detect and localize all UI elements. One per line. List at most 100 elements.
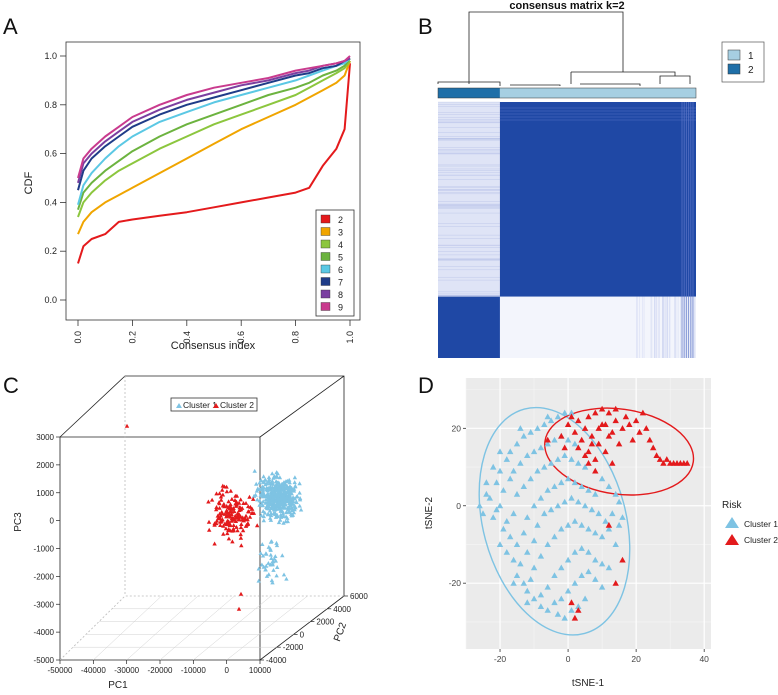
legend-a-swatch: [320, 302, 331, 311]
pca-point-cluster-1: [298, 507, 304, 512]
pca-point-cluster-2: [239, 543, 244, 548]
pca-point-cluster-1: [262, 477, 268, 482]
x-axis-label-d: tSNE-1: [572, 678, 605, 689]
pca-point-cluster-1: [261, 485, 266, 490]
tsne-point-cluster-2: [615, 440, 623, 447]
pca-point-cluster-1: [281, 520, 286, 525]
tsne-point-cluster-1: [483, 490, 490, 497]
pca-point-cluster-1: [292, 480, 297, 485]
cluster-bar-1: [499, 88, 696, 98]
pca-point-cluster-1: [264, 563, 269, 568]
x-tick-label-d: 20: [631, 654, 641, 664]
x-tick-label-d: 40: [699, 654, 709, 664]
legend-b-label-1: 1: [748, 51, 754, 62]
tsne-point-cluster-1: [578, 521, 585, 528]
pca-point-cluster-1: [271, 494, 277, 499]
tsne-point-cluster-1: [534, 467, 541, 474]
pca-point-cluster-2: [240, 528, 246, 533]
tsne-point-cluster-1: [575, 603, 582, 609]
tsne-point-cluster-1: [496, 541, 504, 547]
pca-point-cluster-1: [287, 505, 292, 510]
tsne-point-cluster-1: [524, 599, 531, 606]
x-tick-label-a: 0.2: [127, 331, 137, 344]
legend-c: Cluster 1 Cluster 2: [170, 397, 258, 412]
pca-point-cluster-2: [224, 512, 230, 517]
tsne-point-cluster-1: [524, 549, 531, 555]
tsne-point-cluster-2: [585, 448, 592, 455]
tsne-point-cluster-1: [513, 541, 521, 547]
pca-point-cluster-2: [124, 423, 130, 428]
pca-point-cluster-1: [290, 502, 296, 506]
tsne-point-cluster-2: [619, 425, 626, 431]
pca-point-cluster-1: [278, 508, 283, 513]
pca-point-cluster-1: [255, 497, 260, 502]
tsne-point-cluster-1: [598, 475, 606, 482]
y-tick-label-d: 20: [452, 423, 462, 433]
tsne-point-cluster-2: [588, 440, 596, 447]
tsne-point-cluster-1: [551, 533, 558, 540]
pca-point-cluster-1: [254, 488, 260, 493]
x-tick-label-c: -40000: [81, 666, 106, 675]
y-tick-label-c: 6000: [350, 592, 368, 601]
pca-point-cluster-2: [251, 496, 256, 501]
pca-point-cluster-2: [225, 531, 230, 536]
pca-point-cluster-1: [268, 516, 273, 520]
tsne-point-cluster-1: [602, 518, 609, 524]
tsne-point-cluster-1: [520, 580, 527, 586]
pca-point-cluster-1: [275, 565, 280, 569]
pca-point-cluster-2: [235, 511, 240, 516]
pca-point-cluster-1: [287, 501, 292, 505]
legend-c-marker-1: [176, 403, 182, 408]
3d-box-hidden-edges: [59, 376, 344, 661]
3d-floor-line: [126, 595, 199, 661]
pca-point-cluster-1: [267, 508, 273, 513]
3d-box-front: [59, 436, 261, 661]
tsne-point-cluster-1: [507, 533, 514, 540]
pca-point-cluster-1: [266, 475, 272, 480]
pca-point-cluster-2: [240, 506, 245, 510]
cluster-bar-2: [438, 88, 500, 98]
tsne-point-cluster-1: [496, 502, 504, 509]
y-tick-label-a: 0.8: [44, 100, 57, 110]
pca-point-cluster-1: [294, 494, 299, 499]
tsne-point-cluster-1: [520, 529, 527, 536]
tsne-point-cluster-1: [547, 417, 555, 424]
tsne-point-cluster-2: [632, 417, 640, 424]
pca-point-cluster-1: [297, 490, 302, 495]
tsne-point-cluster-1: [530, 448, 538, 455]
3d-floor-line: [226, 595, 308, 661]
tsne-point-cluster-2: [544, 436, 551, 443]
cluster-bar-frame: [437, 87, 697, 99]
y-tick-label-a: 1.0: [44, 51, 57, 61]
cdf-line-k5: [77, 57, 351, 211]
pca-point-cluster-2: [240, 517, 245, 522]
pca-point-cluster-2: [226, 519, 231, 524]
panel-b-consensus-heatmap: consensus matrix k=2 1 2: [437, 0, 765, 358]
tsne-point-cluster-2: [571, 429, 579, 435]
pca-point-cluster-2: [228, 502, 233, 507]
cdf-line-k3: [77, 60, 351, 235]
tsne-point-cluster-1: [592, 556, 599, 563]
pca-point-cluster-1: [268, 548, 273, 552]
tsne-point-cluster-1: [486, 494, 493, 501]
legend-a-label: 3: [338, 228, 343, 238]
pca-point-cluster-2: [212, 541, 217, 546]
pca-point-cluster-2: [229, 496, 235, 501]
legend-a-label: 4: [338, 240, 343, 250]
tsne-point-cluster-1: [510, 467, 517, 474]
tsne-point-cluster-1: [598, 560, 606, 567]
pca-point-cluster-1: [282, 490, 287, 495]
pca-point-cluster-1: [271, 568, 276, 572]
pca-point-cluster-1: [268, 511, 274, 516]
pca-point-cluster-1: [282, 498, 288, 503]
pca-point-cluster-2: [209, 497, 215, 502]
pca-point-cluster-2: [255, 523, 260, 528]
tsne-point-cluster-1: [592, 529, 599, 536]
pca-point-cluster-1: [270, 561, 275, 566]
tsne-point-cluster-2: [592, 409, 599, 416]
pca-point-cluster-2: [249, 510, 255, 515]
pca-point-cluster-1: [267, 498, 273, 503]
legend-a-swatch: [320, 277, 331, 286]
legend-d-label-2: Cluster 2: [744, 535, 778, 545]
tsne-point-cluster-1: [558, 595, 565, 602]
